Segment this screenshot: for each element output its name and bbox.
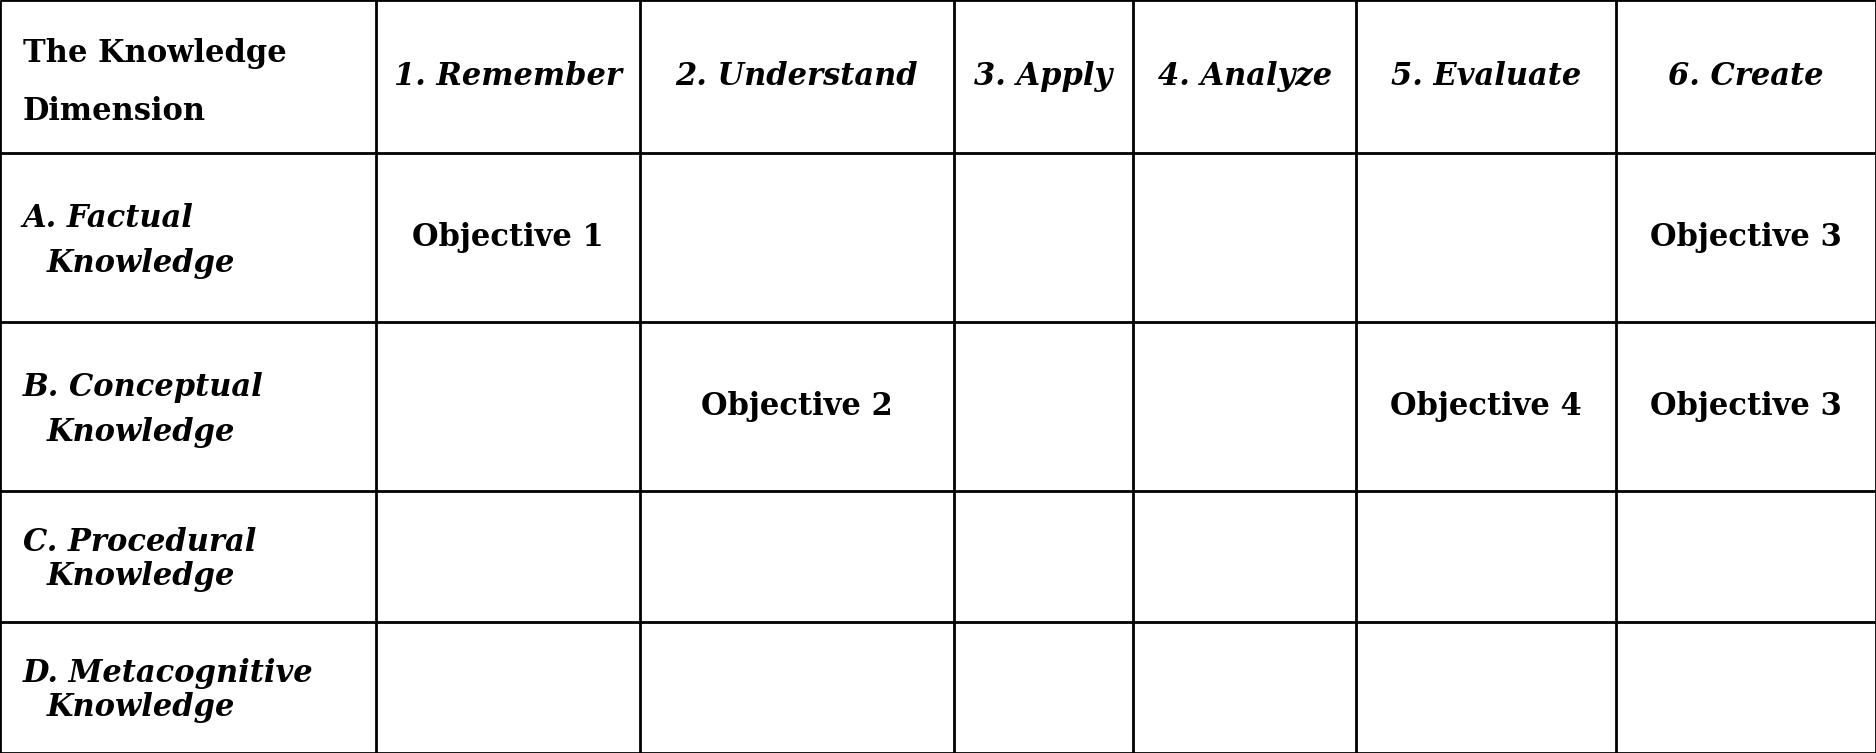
Text: D. Metacognitive: D. Metacognitive [23,657,313,688]
Text: Objective 4: Objective 4 [1390,391,1581,422]
Text: Dimension: Dimension [23,96,206,127]
Text: Knowledge: Knowledge [47,417,235,448]
Text: 5. Evaluate: 5. Evaluate [1392,61,1581,92]
Text: The Knowledge: The Knowledge [23,38,287,69]
Text: 4. Analyze: 4. Analyze [1157,61,1332,92]
Text: Objective 3: Objective 3 [1651,391,1842,422]
Text: Objective 1: Objective 1 [411,222,604,253]
Text: A. Factual: A. Factual [23,203,193,234]
Text: 3. Apply: 3. Apply [974,61,1112,92]
Text: 2. Understand: 2. Understand [675,61,917,92]
Text: Knowledge: Knowledge [47,692,235,723]
Text: 6. Create: 6. Create [1668,61,1823,92]
Text: C. Procedural: C. Procedural [23,526,255,558]
Text: Objective 3: Objective 3 [1651,222,1842,253]
Text: 1. Remember: 1. Remember [394,61,621,92]
Text: B. Conceptual: B. Conceptual [23,373,263,404]
Text: Knowledge: Knowledge [47,248,235,279]
Text: Knowledge: Knowledge [47,561,235,592]
Text: Objective 2: Objective 2 [702,391,893,422]
